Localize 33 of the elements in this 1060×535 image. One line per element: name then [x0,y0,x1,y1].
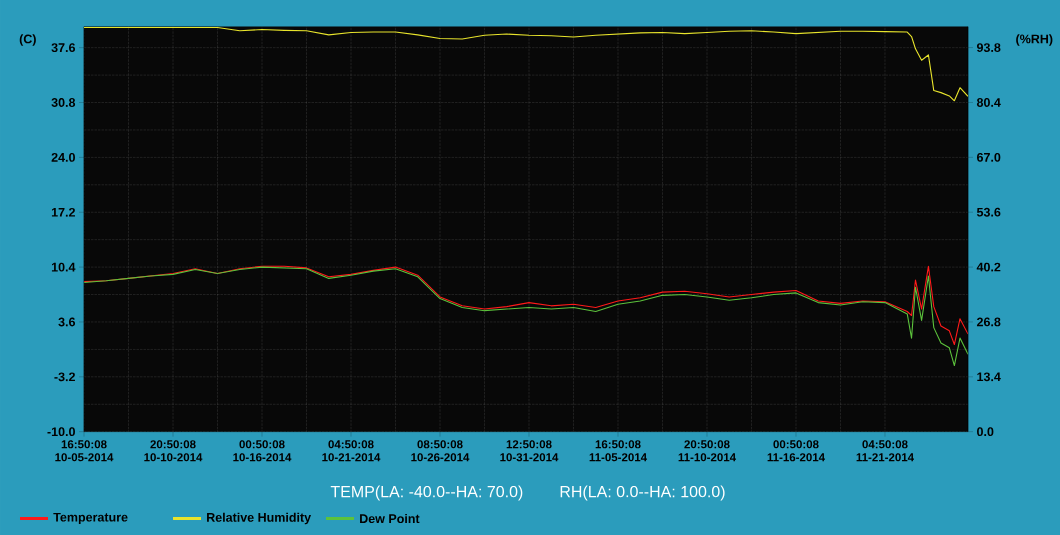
y-tick-label: 3.6 [58,317,76,327]
y2-tick-label: 80.4 [976,98,1001,107]
x-tick-label: 20:50:08 10-10-2014 [144,440,203,462]
y-tick-label: 37.6 [51,43,76,53]
y2-tick-label: 93.8 [976,43,1001,53]
y2-tick-label: 53.6 [976,207,1001,217]
y2-tick-label: 0.0 [977,427,994,437]
y2-tick-label: 67.0 [976,152,1001,162]
x-tick-label: 16:50:08 11-05-2014 [589,440,648,462]
text: TEMP(LA: -40.0--HA: 70.0) [330,485,523,501]
x-tick-label: 00:50:08 10-16-2014 [233,440,292,462]
x-tick-label: 16:50:08 10-05-2014 [55,440,114,462]
x-tick-label: 04:50:08 10-21-2014 [322,440,381,462]
y2-axis-title: (%RH) [1016,34,1053,46]
legend-label: Relative Humidity [207,512,312,525]
x-tick-label: 00:50:08 11-16-2014 [767,440,826,462]
x-tick-label: 08:50:08 10-26-2014 [411,440,470,462]
x-tick-label: 12:50:08 10-31-2014 [500,440,559,462]
legend-label: Temperature [53,512,128,525]
y-tick-label: 17.2 [51,207,75,217]
y-axis-title: (C) [19,34,36,46]
legend-label: Dew Point [360,513,420,524]
text: RH(LA: 0.0--HA: 100.0) [560,485,725,501]
y-tick-label: 24.0 [51,152,75,162]
x-tick-label: 04:50:08 11-21-2014 [856,440,915,462]
y2-tick-label: 26.8 [976,317,1001,327]
y-tick-label: 10.4 [51,262,76,272]
y-tick-label: -3.2 [54,372,75,382]
y2-tick-label: 13.4 [977,372,1001,382]
y-tick-label: -10.0 [47,427,75,437]
x-tick-label: 20:50:08 11-10-2014 [678,440,737,462]
y-tick-label: 30.8 [51,98,76,107]
y2-tick-label: 40.2 [976,262,1001,272]
